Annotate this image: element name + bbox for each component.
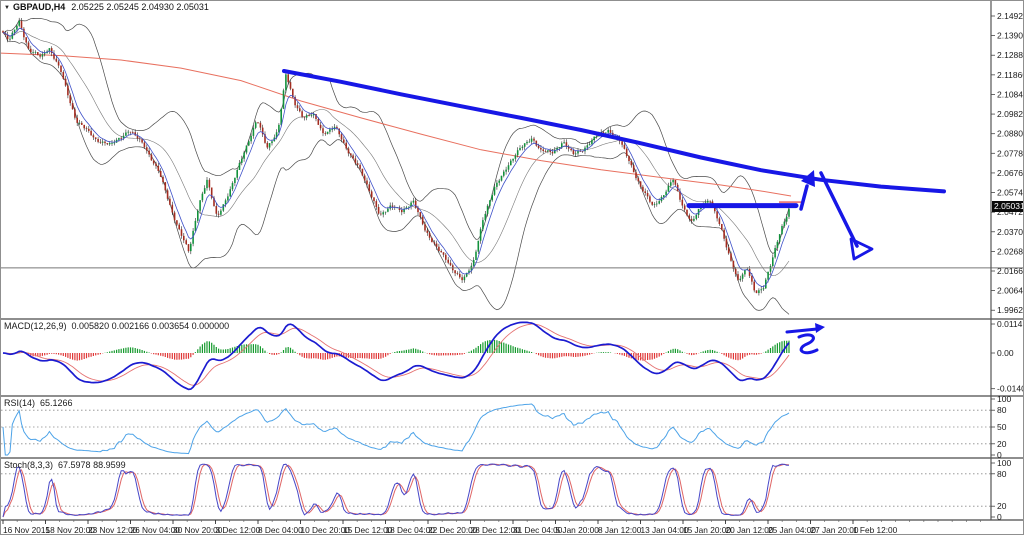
axis-label: 50 <box>997 422 1007 432</box>
macd-pane[interactable] <box>2 321 825 391</box>
axis-label: 80 <box>997 469 1007 479</box>
fast-ma-line <box>2 27 790 288</box>
time-axis-label: 30 Nov 20:00 <box>173 525 223 535</box>
axis-label: 20 <box>997 439 1007 449</box>
axis-label: 2.02680 <box>997 246 1024 256</box>
time-axis-label: 28 Dec 12:00 <box>471 525 521 535</box>
axis-label: 20 <box>997 501 1007 511</box>
time-axis-label: 8 Dec 04:00 <box>258 525 303 535</box>
trendline-resistance[interactable] <box>282 69 946 194</box>
axis-label: 2.01660 <box>997 266 1024 276</box>
time-axis-label: 31 Dec 04:00 <box>513 525 563 535</box>
rsi-pane[interactable] <box>1 403 991 456</box>
stoch-indicator-label: Stoch(8,3,3) <box>4 460 54 470</box>
macd-indicator-label: MACD(12,26,9) <box>4 321 67 331</box>
rsi-pane-header: RSI(14) 65.1266 <box>4 398 73 408</box>
time-axis-label: 13 Jan 04:00 <box>641 525 689 535</box>
slow-ma-line <box>1 52 792 197</box>
rsi-line <box>2 403 790 456</box>
stoch-pane[interactable] <box>1 463 991 518</box>
time-axis-label: 26 Nov 04:00 <box>131 525 181 535</box>
axis-label: -0.014053 <box>997 384 1024 394</box>
time-axis-label: 20 Jan 12:00 <box>726 525 774 535</box>
axis-label: 2.03700 <box>997 227 1024 237</box>
axis-label: 0 <box>997 450 1002 460</box>
drawn-objects[interactable] <box>282 69 946 261</box>
axis-label: 2.06760 <box>997 168 1024 178</box>
macd-histogram-up <box>14 339 790 353</box>
symbol-dropdown-icon[interactable]: ▼ <box>4 5 10 11</box>
macd-indicator-values: 0.005820 0.002166 0.003654 0.000000 <box>71 321 230 331</box>
time-axis-label: 16 Nov 2015 <box>3 525 50 535</box>
macd-annotation-arrow[interactable] <box>785 327 819 334</box>
axis-label: 2.07780 <box>997 148 1024 158</box>
macd-annotation-arrow-head[interactable] <box>815 323 825 333</box>
macd-signal-line <box>3 323 790 386</box>
chart-title: ▼ GBPAUD,H4 2.05225 2.05245 2.04930 2.0503… <box>4 2 209 12</box>
stoch-pane-header: Stoch(8,3,3) 67.5978 88.9599 <box>4 460 126 470</box>
main-pane[interactable] <box>1 17 802 315</box>
time-axis-label: 15 Jan 20:00 <box>683 525 731 535</box>
up-arrow-head[interactable] <box>801 170 815 187</box>
current-price-badge: 2.05031 <box>992 201 1023 212</box>
macd-pane-header: MACD(12,26,9) 0.005820 0.002166 0.003654 … <box>4 321 229 331</box>
time-axis-label: 23 Nov 12:00 <box>88 525 138 535</box>
axis-label: 100 <box>997 394 1011 404</box>
candles-bearish <box>2 20 758 294</box>
axis-label: 0.00 <box>997 348 1014 358</box>
time-axis-label: 18 Dec 04:00 <box>386 525 436 535</box>
axis-label: 2.09820 <box>997 109 1024 119</box>
down-arrow-head[interactable] <box>849 237 874 261</box>
time-axis-label: 22 Dec 20:00 <box>428 525 478 535</box>
time-axis-label: 1 Feb 12:00 <box>853 525 898 535</box>
axis-label: 2.14920 <box>997 11 1024 21</box>
axis-label: 2.08800 <box>997 129 1024 139</box>
symbol-period-label: GBPAUD,H4 <box>12 2 66 12</box>
bollinger-middle-band <box>2 31 790 276</box>
axis-label: 2.13900 <box>997 31 1024 41</box>
macd-main-line <box>2 321 790 391</box>
axis-label: 2.05740 <box>997 188 1024 198</box>
axis-label: 0 <box>997 512 1002 522</box>
time-axis-label: 18 Nov 20:00 <box>46 525 96 535</box>
rsi-indicator-values: 65.1266 <box>40 398 73 408</box>
axis-label: 2.04720 <box>997 207 1024 217</box>
time-axis-label: 25 Jan 04:00 <box>768 525 816 535</box>
time-axis-label: 10 Dec 20:00 <box>301 525 351 535</box>
axis-label: 80 <box>997 405 1007 415</box>
up-arrow-shaft[interactable] <box>799 184 809 211</box>
axis-label: 2.00640 <box>997 286 1024 296</box>
bollinger-upper-band <box>2 18 790 254</box>
axis-label: 2.10840 <box>997 89 1024 99</box>
macd-annotation-squiggle[interactable] <box>797 333 819 355</box>
bollinger-lower-band <box>2 32 790 315</box>
candles-bullish <box>9 20 790 294</box>
time-axis-label: 27 Jan 20:00 <box>811 525 859 535</box>
time-axis-label: 15 Dec 12:00 <box>343 525 393 535</box>
price-axis[interactable]: 2.14920 2.13900 2.12880 2.11860 2.10840 2.098… <box>991 11 1024 522</box>
time-axis-label: 3 Dec 12:00 <box>216 525 261 535</box>
stoch-indicator-values: 67.5978 88.9599 <box>58 460 126 470</box>
time-axis-label: 8 Jan 12:00 <box>598 525 642 535</box>
axis-label: 100 <box>997 458 1011 468</box>
axis-label: 2.11860 <box>997 70 1024 80</box>
stoch-signal-line <box>2 463 790 518</box>
ohlc-quotes-label: 2.05225 2.05245 2.04930 2.05031 <box>71 2 209 12</box>
time-axis-label: 5 Jan 20:00 <box>556 525 600 535</box>
macd-histogram-down <box>4 353 762 361</box>
axis-label: 2.12880 <box>997 50 1024 60</box>
stoch-main-line <box>2 463 789 518</box>
rsi-indicator-label: RSI(14) <box>4 398 36 408</box>
down-arrow-shaft[interactable] <box>819 171 859 248</box>
axis-label: 0.011415 <box>997 319 1024 329</box>
